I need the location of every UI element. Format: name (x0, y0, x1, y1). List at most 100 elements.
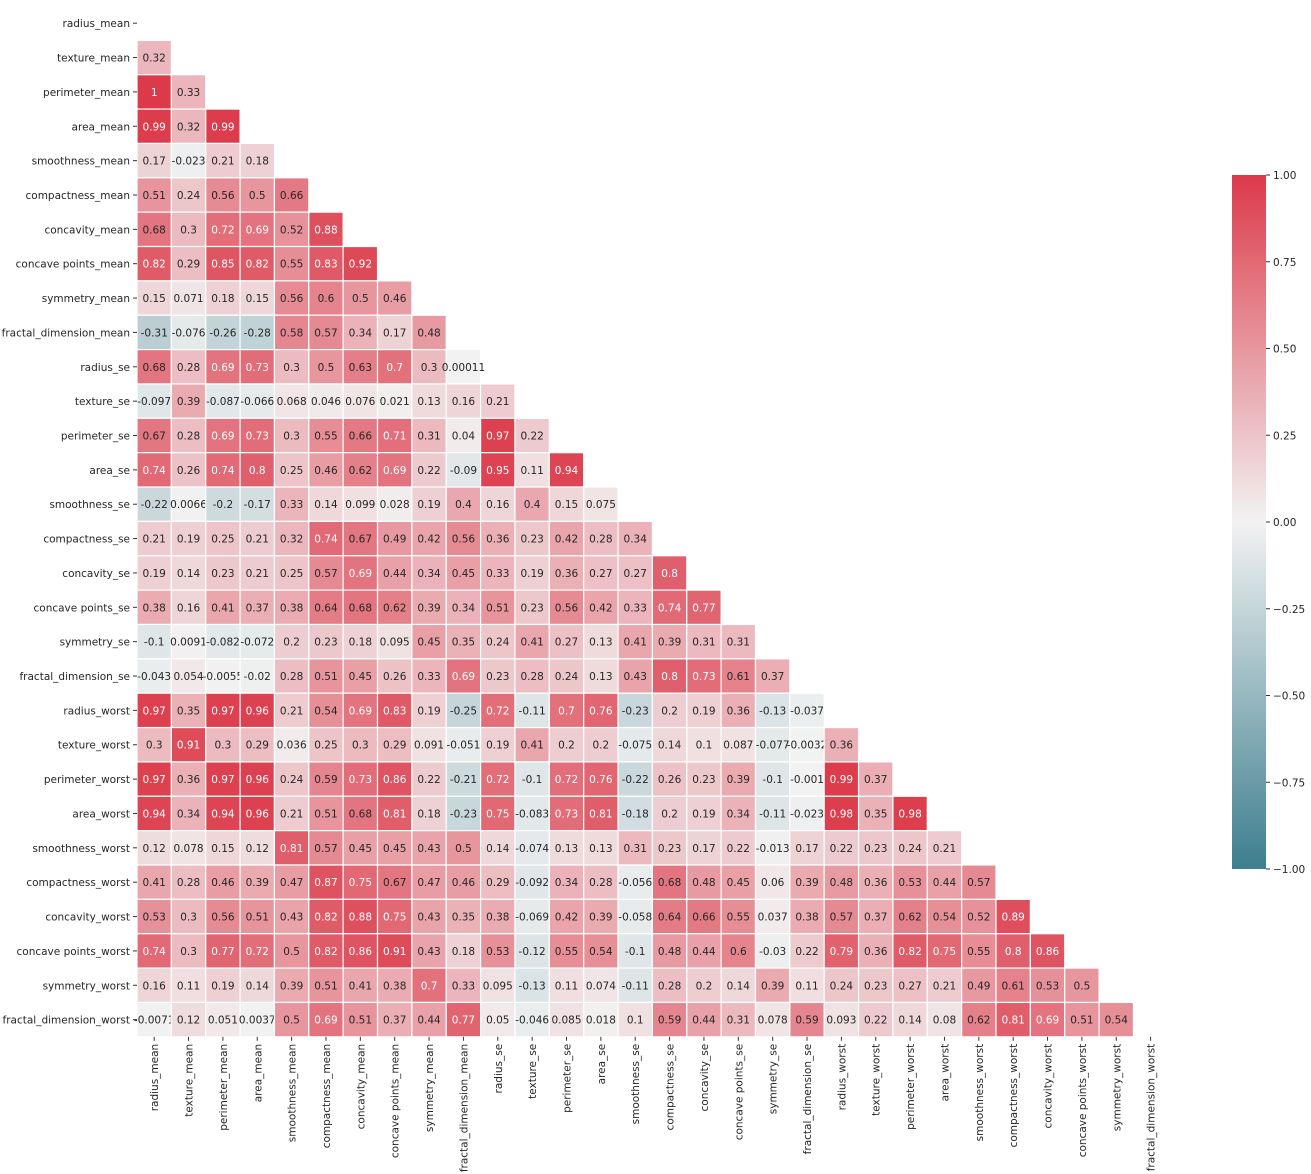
heatmap-cell (342, 417, 379, 454)
cell-value-label: 0.45 (383, 843, 406, 855)
x-label-concavity-se: concavity_se (699, 1044, 711, 1112)
heatmap-cell (857, 898, 894, 935)
cell-value-label: 0.093 (826, 1015, 856, 1027)
cell-value-label: 0.36 (864, 946, 888, 958)
cell-value-label: 0.028 (380, 499, 410, 511)
cell-value-label: 0.69 (211, 362, 234, 374)
heatmap-cell (651, 1001, 688, 1038)
cell-value-label: 0.94 (142, 808, 166, 820)
heatmap-cell (651, 555, 688, 591)
cell-value-label: 0.071 (174, 293, 204, 305)
cell-value-label: 0.27 (624, 568, 647, 580)
cell-value-label: 0.24 (830, 980, 854, 992)
cell-value-label: 0.51 (314, 980, 337, 992)
y-label-radius-worst: radius_worst (63, 705, 130, 717)
heatmap-cells: 0.32 1 0.33 0.99 0.32 0.99 0.17 -0.023 0.21 0.18 0… (134, 39, 1135, 1038)
cell-value-label: 0.81 (280, 843, 303, 855)
heatmap-cell (583, 589, 619, 626)
cell-value-label: 0.57 (314, 327, 337, 339)
heatmap-cell (480, 658, 516, 694)
heatmap-cell (445, 417, 482, 454)
cell-value-label: 0.24 (898, 843, 922, 855)
cell-value-label: 0.13 (589, 637, 612, 649)
heatmap-cell (686, 692, 722, 729)
heatmap-cell (548, 452, 585, 488)
heatmap-cell (480, 383, 516, 419)
cell-value-label: 0.11 (555, 980, 578, 992)
cell-value-label: 0.29 (383, 740, 406, 752)
heatmap-cell (376, 280, 413, 316)
cell-value-label: 0.091 (414, 740, 444, 752)
y-label-area-se: area_se (89, 465, 130, 477)
cell-value-label: 0.73 (246, 431, 269, 443)
cell-value-label: 0.12 (177, 1015, 200, 1027)
heatmap-cell (514, 864, 550, 900)
cell-value-label: 0.67 (383, 877, 406, 889)
cell-value-label: 0.2 (661, 808, 678, 820)
cell-value-label: -0.11 (759, 808, 786, 820)
cell-value-label: 0.19 (142, 568, 165, 580)
heatmap-cell (445, 1001, 482, 1038)
cell-value-label: 0.39 (177, 396, 200, 408)
cell-value-label: 0.11 (795, 980, 818, 992)
heatmap-cell (926, 830, 963, 866)
cell-value-label: 0.095 (483, 980, 513, 992)
heatmap-cell (273, 349, 310, 385)
cell-value-label: -0.03 (759, 946, 786, 958)
heatmap-cell (205, 967, 241, 1004)
x-label-symmetry-worst: symmetry_worst (1111, 1044, 1123, 1131)
cell-value-label: 0.12 (142, 843, 165, 855)
heatmap-cell (789, 761, 825, 797)
cell-value-label: -0.097 (137, 396, 171, 408)
cell-value-label: 0.56 (555, 602, 579, 614)
cell-value-label: 0.81 (383, 808, 406, 820)
y-label-concavity-mean: concavity_mean (44, 224, 130, 236)
cell-value-label: 0.82 (314, 946, 337, 958)
cell-value-label: 0.45 (727, 877, 750, 889)
heatmap-cell (411, 726, 447, 763)
cell-value-label: 0.75 (383, 912, 406, 924)
cell-value-label: 0.23 (486, 671, 509, 683)
cell-value-label: 0.41 (520, 740, 543, 752)
cell-value-label: 0.69 (383, 465, 406, 477)
heatmap-cell (823, 761, 860, 797)
heatmap-cell (754, 967, 791, 1004)
y-label-compactness-mean: compactness_mean (26, 190, 131, 202)
cell-value-label: 0.44 (383, 568, 407, 580)
heatmap-cell (239, 211, 276, 248)
heatmap-cell (548, 486, 585, 523)
cell-value-label: 0.39 (658, 637, 681, 649)
cell-value-label: 0.82 (142, 259, 165, 271)
x-label-perimeter-se: perimeter_se (562, 1044, 574, 1113)
cell-value-label: 0.37 (246, 602, 269, 614)
heatmap-cell (583, 555, 619, 591)
heatmap-cell (308, 486, 344, 523)
cell-value-label: 0.45 (349, 843, 372, 855)
heatmap-cell (686, 1001, 722, 1038)
cell-value-label: 0.33 (280, 499, 303, 511)
x-label-radius-worst: radius_worst (836, 1044, 848, 1111)
heatmap-cell (239, 177, 276, 213)
y-axis-labels: radius_mean texture_mean perimeter_meanare… (2, 18, 137, 1027)
heatmap-cell (239, 761, 276, 797)
cell-value-label: 0.6 (730, 946, 747, 958)
heatmap-cell (789, 898, 825, 935)
heatmap-cell (1029, 933, 1066, 969)
colorbar-tick-label: 0.75 (1273, 257, 1296, 269)
cell-value-label: 0.23 (520, 602, 543, 614)
heatmap-cell (961, 1001, 997, 1038)
cell-value-label: 0.61 (1001, 980, 1024, 992)
heatmap-cell (205, 864, 241, 900)
cell-value-label: 0.29 (246, 740, 269, 752)
cell-value-label: 0.94 (211, 808, 235, 820)
heatmap-cell (273, 795, 310, 832)
cell-value-label: -0.21 (450, 774, 477, 786)
cell-value-label: 0.51 (314, 808, 337, 820)
heatmap-cell (789, 692, 825, 729)
cell-value-label: 0.52 (280, 224, 303, 236)
cell-value-label: 0.31 (624, 843, 647, 855)
cell-value-label: -0.1 (522, 774, 543, 786)
cell-value-label: 0.59 (314, 774, 337, 786)
heatmap-cell (686, 933, 722, 969)
cell-value-label: 0.3 (180, 224, 197, 236)
